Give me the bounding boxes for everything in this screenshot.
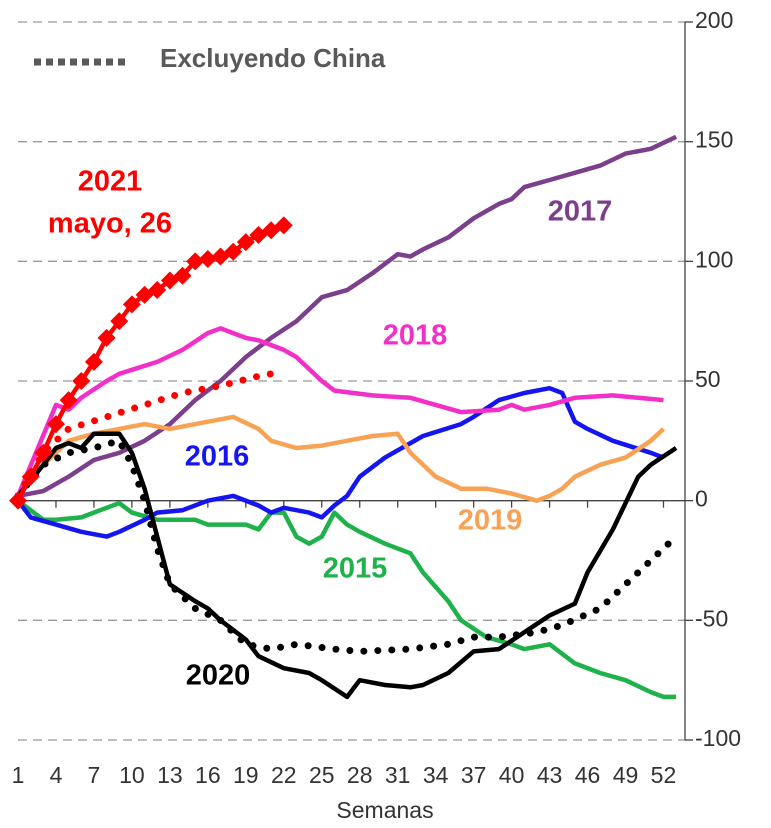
y-tick-label: 50 [695,366,721,392]
x-tick-label: 13 [157,762,183,788]
legend-label: Excluyendo China [160,43,386,73]
diamond-marker [59,391,78,410]
series-note: mayo, 26 [48,208,172,240]
diamond-marker [9,491,27,510]
series-label: 2016 [185,441,250,473]
diamond-marker [224,242,243,261]
series-label: 2015 [323,553,388,585]
x-tick-label: 1 [12,762,25,788]
diamond-marker [97,328,116,347]
diamond-marker [198,249,217,268]
x-tick-label: 43 [537,762,563,788]
x-tick-label: 34 [423,762,449,788]
diamond-marker [122,295,141,314]
series-label: 2017 [548,196,613,228]
x-tick-label: 46 [575,762,601,788]
diamond-marker [173,266,192,285]
series-label: 2019 [458,505,523,537]
x-tick-label: 49 [613,762,639,788]
x-tick-label: 19 [233,762,259,788]
diamond-marker [72,372,91,390]
diamond-marker [46,415,65,434]
x-tick-label: 31 [385,762,411,788]
series-line [16,498,677,700]
diamond-marker [110,312,129,331]
y-tick-label: 200 [695,7,733,33]
diamond-marker [186,252,205,271]
y-tick-label: -50 [695,605,728,631]
series-label: 2018 [383,320,448,352]
x-axis-title: Semanas [336,797,433,823]
diamond-marker [84,352,103,371]
x-tick-label: 7 [88,762,101,788]
y-tick-label: -100 [695,725,741,751]
y-tick-label: 0 [695,486,708,512]
series-line [15,326,664,497]
x-tick-label: 40 [499,762,525,788]
series-label: 2020 [186,660,251,692]
series-line [16,385,665,539]
x-tick-label: 22 [271,762,297,788]
x-tick-label: 4 [50,762,63,788]
series-line [16,431,678,700]
series-line [14,370,275,500]
diamond-marker [236,233,255,252]
series-line [16,414,666,503]
x-tick-label: 16 [195,762,221,788]
diamond-marker [34,443,53,462]
diamond-marker [274,216,293,235]
x-tick-label: 28 [347,762,373,788]
x-tick-label: 25 [309,762,335,788]
x-tick-label: 52 [651,762,677,788]
series-label: 2021 [78,166,143,198]
x-tick-label: 10 [119,762,145,788]
series-line [14,437,680,655]
x-tick-label: 37 [461,762,487,788]
diamond-marker [148,281,167,300]
y-tick-label: 150 [695,127,733,153]
diamond-marker [21,467,40,486]
y-tick-label: 100 [695,246,733,272]
series-line [17,134,678,499]
